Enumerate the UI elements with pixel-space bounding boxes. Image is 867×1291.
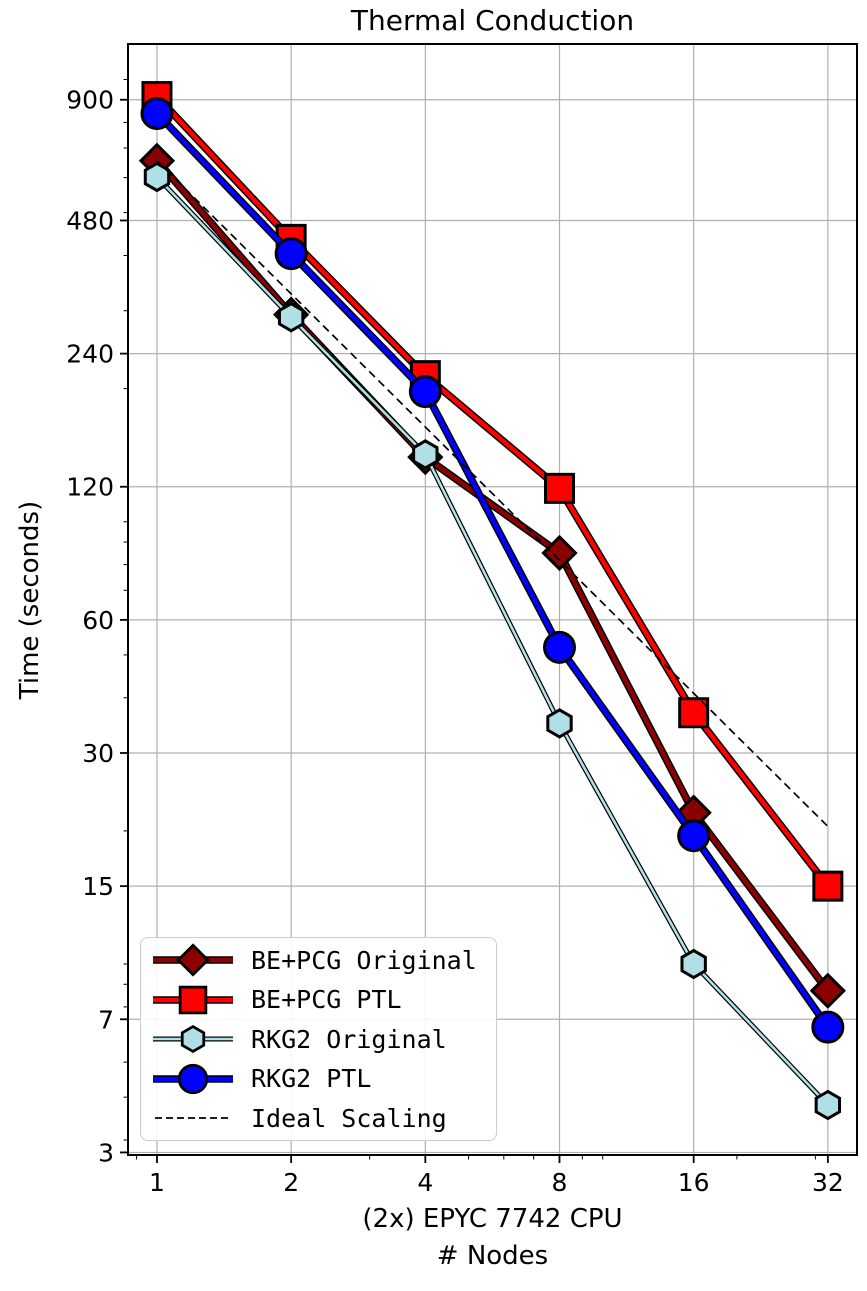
series-be-pcg-ptl: [141, 81, 844, 902]
series-rkg2-ptl: [140, 96, 845, 1044]
x-tick-label: 1: [149, 1168, 165, 1197]
square-marker-icon: [543, 472, 575, 504]
square-legend-swatch-icon: [153, 985, 233, 1014]
y-tick-label: 900: [66, 86, 114, 115]
legend: BE+PCG Original BE+PCG PTL RKG2 Original RK…: [140, 937, 497, 1141]
x-tick-label: 4: [417, 1168, 433, 1197]
hexagon-marker-icon: [143, 161, 171, 193]
y-tick-label: 60: [82, 606, 114, 635]
diamond-marker-icon: [809, 972, 846, 1009]
circle-marker-icon: [542, 630, 576, 664]
y-tick-label: 240: [66, 340, 114, 369]
x-tick-label: 8: [552, 1168, 568, 1197]
hexagon-legend-swatch-icon: [153, 1024, 233, 1054]
legend-item-ideal-scaling: Ideal Scaling: [149, 1099, 496, 1138]
y-tick-label: 15: [82, 872, 114, 901]
diamond-legend-swatch-icon: [153, 943, 233, 977]
chart-title: Thermal Conduction: [350, 4, 635, 37]
circle-marker-icon: [811, 1010, 845, 1044]
hexagon-marker-icon: [680, 948, 707, 980]
hexagon-marker-icon: [277, 302, 305, 333]
y-tick-label: 480: [66, 206, 114, 235]
diamond-marker-icon: [541, 534, 578, 572]
diamond-marker-icon: [176, 943, 210, 977]
legend-item-label: RKG2 PTL: [251, 1064, 372, 1093]
y-tick-label: 7: [98, 1005, 114, 1034]
circle-marker-icon: [408, 375, 442, 409]
hexagon-marker-icon: [412, 439, 439, 470]
ideal-scaling-line: [156, 160, 829, 828]
square-marker-icon: [812, 870, 844, 902]
x-tick-label: 32: [812, 1168, 844, 1197]
y-tick-label: 30: [82, 739, 114, 768]
x-axis-label: (2x) EPYC 7742 CPU # Nodes: [362, 1204, 623, 1271]
legend-item-label: RKG2 Original: [251, 1024, 447, 1054]
circle-marker-icon: [274, 237, 308, 271]
series-rkg2-original: [143, 161, 842, 1121]
line-outline: [154, 110, 831, 1030]
legend-item-label: BE+PCG Original: [251, 945, 477, 975]
legend-item-be-pcg-ptl: BE+PCG PTL: [149, 980, 496, 1019]
legend-item-label: BE+PCG PTL: [251, 985, 402, 1014]
y-tick-label: 120: [66, 473, 114, 502]
circle-marker-icon: [177, 1063, 209, 1094]
circle-marker-icon: [677, 819, 711, 853]
x-tick-label: 16: [678, 1168, 710, 1197]
line: [155, 94, 830, 888]
axes-frame: [127, 43, 858, 1156]
y-axis-label: Time (seconds): [15, 500, 45, 700]
line: [155, 111, 830, 1029]
circle-legend-swatch-icon: [153, 1063, 233, 1094]
circle-marker-icon: [140, 96, 174, 130]
line: [156, 176, 829, 1106]
legend-item-rkg2-original: RKG2 Original: [149, 1020, 496, 1059]
hexagon-marker-icon: [814, 1089, 842, 1121]
x-tick-label: 2: [283, 1168, 299, 1197]
legend-item-rkg2-ptl: RKG2 PTL: [149, 1059, 496, 1098]
series-ideal-scaling: [156, 160, 829, 828]
y-tick-label: 3: [98, 1138, 114, 1167]
hexagon-marker-icon: [546, 708, 573, 739]
line: [155, 159, 830, 993]
square-marker-icon: [178, 985, 208, 1014]
legend-item-be-pcg-original: BE+PCG Original: [149, 941, 496, 980]
axis-ticks: 900 480 240 120 60 30 15 7 3 1 2 4 8 16 32: [66, 78, 844, 1197]
dashed-line-legend-swatch-icon: [155, 1117, 231, 1119]
hexagon-marker-icon: [180, 1024, 206, 1054]
legend-item-label: Ideal Scaling: [251, 1103, 447, 1133]
